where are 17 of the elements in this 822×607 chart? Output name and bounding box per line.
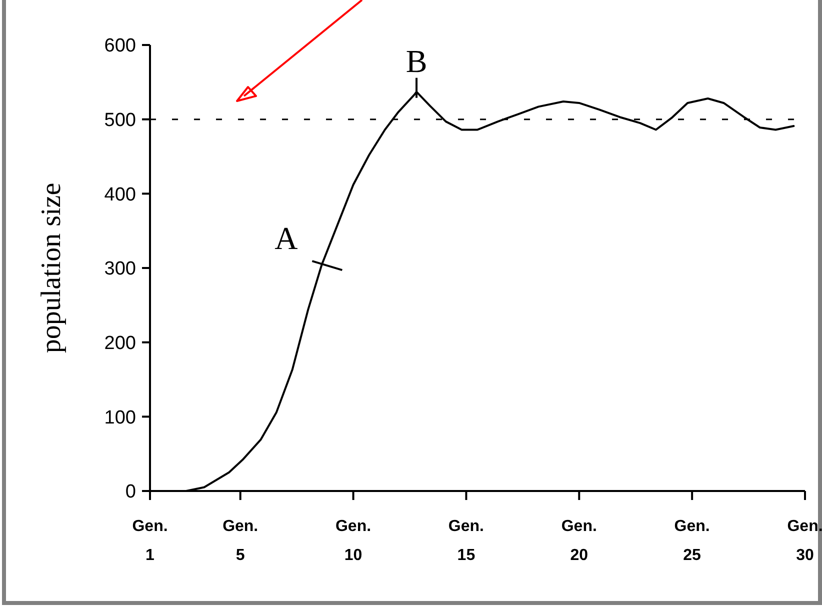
x-tick-label: Gen. 5 [222, 518, 258, 564]
y-tick-label: 500 [104, 110, 136, 131]
x-tick-label: Gen. 25 [674, 518, 710, 564]
annotation: A [274, 220, 298, 256]
y-tick-label: 0 [125, 482, 136, 503]
x-tick-label: Gen. 1 [132, 518, 168, 564]
y-axis-title: population size [36, 182, 67, 354]
y-tick-label: 200 [104, 332, 136, 354]
y-tick-label: 300 [104, 258, 136, 280]
y-tick-label: 600 [104, 36, 136, 57]
y-tick-label: 100 [104, 407, 136, 428]
x-tick-label: Gen. 10 [335, 518, 372, 564]
x-tick-label: Gen. 30 [787, 518, 822, 564]
x-tick-label: Gen. 20 [561, 518, 597, 564]
y-tick-label: 400 [104, 184, 136, 206]
annotation: B [406, 42, 428, 79]
x-tick-label: Gen. 15 [448, 518, 484, 564]
